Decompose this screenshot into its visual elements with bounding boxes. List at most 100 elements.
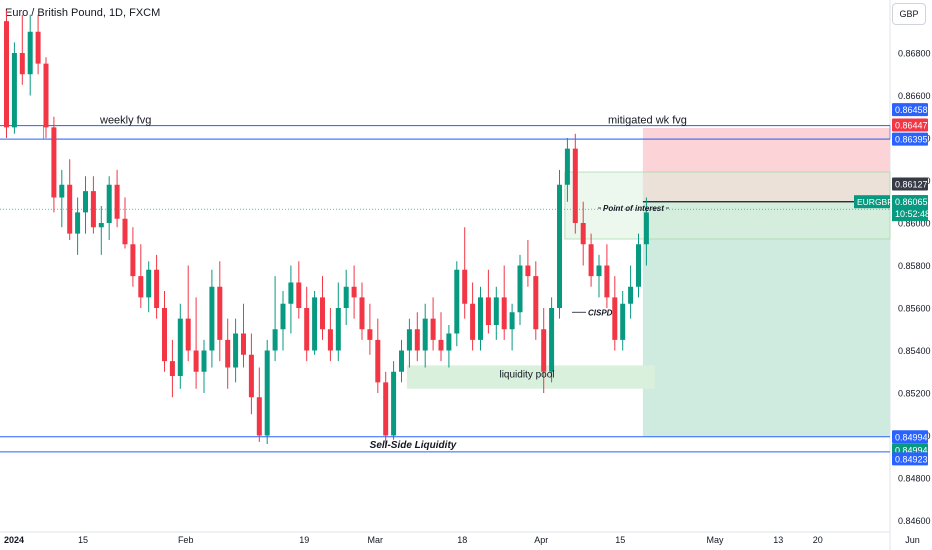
candle-body bbox=[106, 184, 112, 223]
liquidity-pool-label: liquidity pool bbox=[499, 369, 554, 380]
candle-body bbox=[517, 265, 523, 313]
candle-body bbox=[612, 297, 618, 340]
candle-body bbox=[233, 333, 239, 368]
candle-body bbox=[557, 184, 562, 308]
price-tag-bg bbox=[892, 195, 928, 222]
x-tick-label: May bbox=[706, 535, 724, 545]
candle-body bbox=[414, 329, 420, 351]
candle-body bbox=[288, 282, 294, 304]
candle-body bbox=[533, 276, 539, 330]
candle-body bbox=[83, 191, 88, 213]
tag-sell-side: 0.84994 bbox=[895, 432, 928, 442]
candle-body bbox=[470, 303, 476, 340]
candle-body bbox=[312, 297, 318, 351]
candle-body bbox=[478, 297, 483, 340]
candle-body bbox=[509, 312, 515, 330]
candle-body bbox=[201, 350, 207, 372]
sell-side-liquidity-label: Sell-Side Liquidity bbox=[370, 440, 457, 451]
y-tick-label: 0.85600 bbox=[898, 304, 931, 314]
symbol-tag: EURGBP bbox=[857, 197, 893, 207]
candle-body bbox=[620, 303, 626, 340]
candle-body bbox=[296, 282, 302, 308]
candle-body bbox=[580, 223, 586, 245]
tag-target: 0.84994 bbox=[895, 445, 928, 455]
x-tick-label: 15 bbox=[78, 535, 88, 545]
candle-body bbox=[572, 148, 578, 223]
current-price-tag: 0.86065 bbox=[895, 197, 928, 207]
candle-body bbox=[549, 308, 555, 372]
candle-body bbox=[138, 276, 144, 298]
candle-body bbox=[280, 303, 286, 330]
candle-body bbox=[643, 212, 649, 245]
candle-body bbox=[217, 286, 223, 340]
candle-body bbox=[256, 397, 262, 436]
candle-body bbox=[98, 223, 104, 228]
candle-body bbox=[628, 286, 634, 304]
candle-body bbox=[27, 31, 33, 75]
candle-body bbox=[525, 265, 531, 277]
x-tick-label: 15 bbox=[615, 535, 625, 545]
candle-body bbox=[114, 184, 120, 219]
candle-body bbox=[604, 265, 610, 298]
candle-body bbox=[146, 269, 152, 298]
tag-lower-line-bg bbox=[892, 452, 928, 466]
candle-body bbox=[493, 297, 499, 325]
tag-stop-bg bbox=[892, 118, 928, 132]
candle-body bbox=[375, 339, 381, 383]
candle-body bbox=[154, 269, 160, 308]
candle-body bbox=[11, 53, 17, 128]
candle-body bbox=[501, 297, 507, 330]
candle-body bbox=[454, 269, 460, 334]
candle-body bbox=[320, 297, 325, 330]
point-of-interest-label: Point of interest bbox=[603, 204, 664, 213]
candle-body bbox=[248, 354, 254, 398]
chart-title: Euro / British Pound, 1D, FXCM bbox=[5, 7, 161, 19]
x-tick-label: 18 bbox=[457, 535, 467, 545]
candle-body bbox=[422, 318, 428, 351]
candle-body bbox=[327, 329, 333, 351]
tag-sell-side-bg bbox=[892, 430, 928, 444]
candle-body bbox=[51, 127, 57, 198]
candle-body bbox=[636, 244, 641, 287]
candle-body bbox=[169, 361, 175, 376]
y-tick-label: 0.86800 bbox=[898, 49, 931, 59]
candle-body bbox=[406, 329, 412, 351]
cispd-label: CISPD bbox=[588, 308, 613, 317]
candle-body bbox=[35, 31, 41, 64]
candle-body bbox=[367, 329, 373, 340]
x-tick-label: 2024 bbox=[4, 535, 24, 545]
symbol-tag-bg bbox=[854, 195, 890, 209]
mitigated-fvg-label: mitigated wk fvg bbox=[608, 115, 687, 127]
x-tick-label: 13 bbox=[773, 535, 783, 545]
y-tick-label: 0.84800 bbox=[898, 474, 931, 484]
tag-stop: 0.86447 bbox=[895, 121, 928, 131]
candle-body bbox=[383, 382, 389, 436]
candle-body bbox=[177, 318, 183, 376]
x-tick-label: 19 bbox=[299, 535, 309, 545]
candle-body bbox=[59, 184, 65, 198]
y-tick-label: 0.86600 bbox=[898, 91, 931, 101]
candle-body bbox=[391, 371, 397, 436]
currency-button[interactable]: GBP bbox=[892, 3, 926, 25]
y-tick-label: 0.85800 bbox=[898, 261, 931, 271]
candle-body bbox=[304, 308, 310, 351]
candle-body bbox=[462, 269, 468, 304]
x-tick-label: Feb bbox=[178, 535, 194, 545]
candle-body bbox=[541, 329, 547, 372]
candle-body bbox=[351, 286, 357, 298]
short-target-zone bbox=[642, 201, 890, 437]
tag-lower-line: 0.84923 bbox=[895, 454, 928, 464]
candle-body bbox=[335, 308, 341, 351]
candle-body bbox=[209, 286, 215, 351]
fvg-zone bbox=[564, 171, 891, 240]
candle-body bbox=[225, 339, 231, 368]
candle-body bbox=[564, 148, 570, 185]
candle-body bbox=[185, 318, 191, 351]
countdown-tag: 10:52:48 bbox=[895, 209, 930, 219]
tag-fvg-lower: 0.86395 bbox=[895, 135, 928, 145]
candle-body bbox=[446, 333, 452, 351]
candle-body bbox=[438, 339, 444, 351]
y-tick-label: 0.85400 bbox=[898, 346, 931, 356]
